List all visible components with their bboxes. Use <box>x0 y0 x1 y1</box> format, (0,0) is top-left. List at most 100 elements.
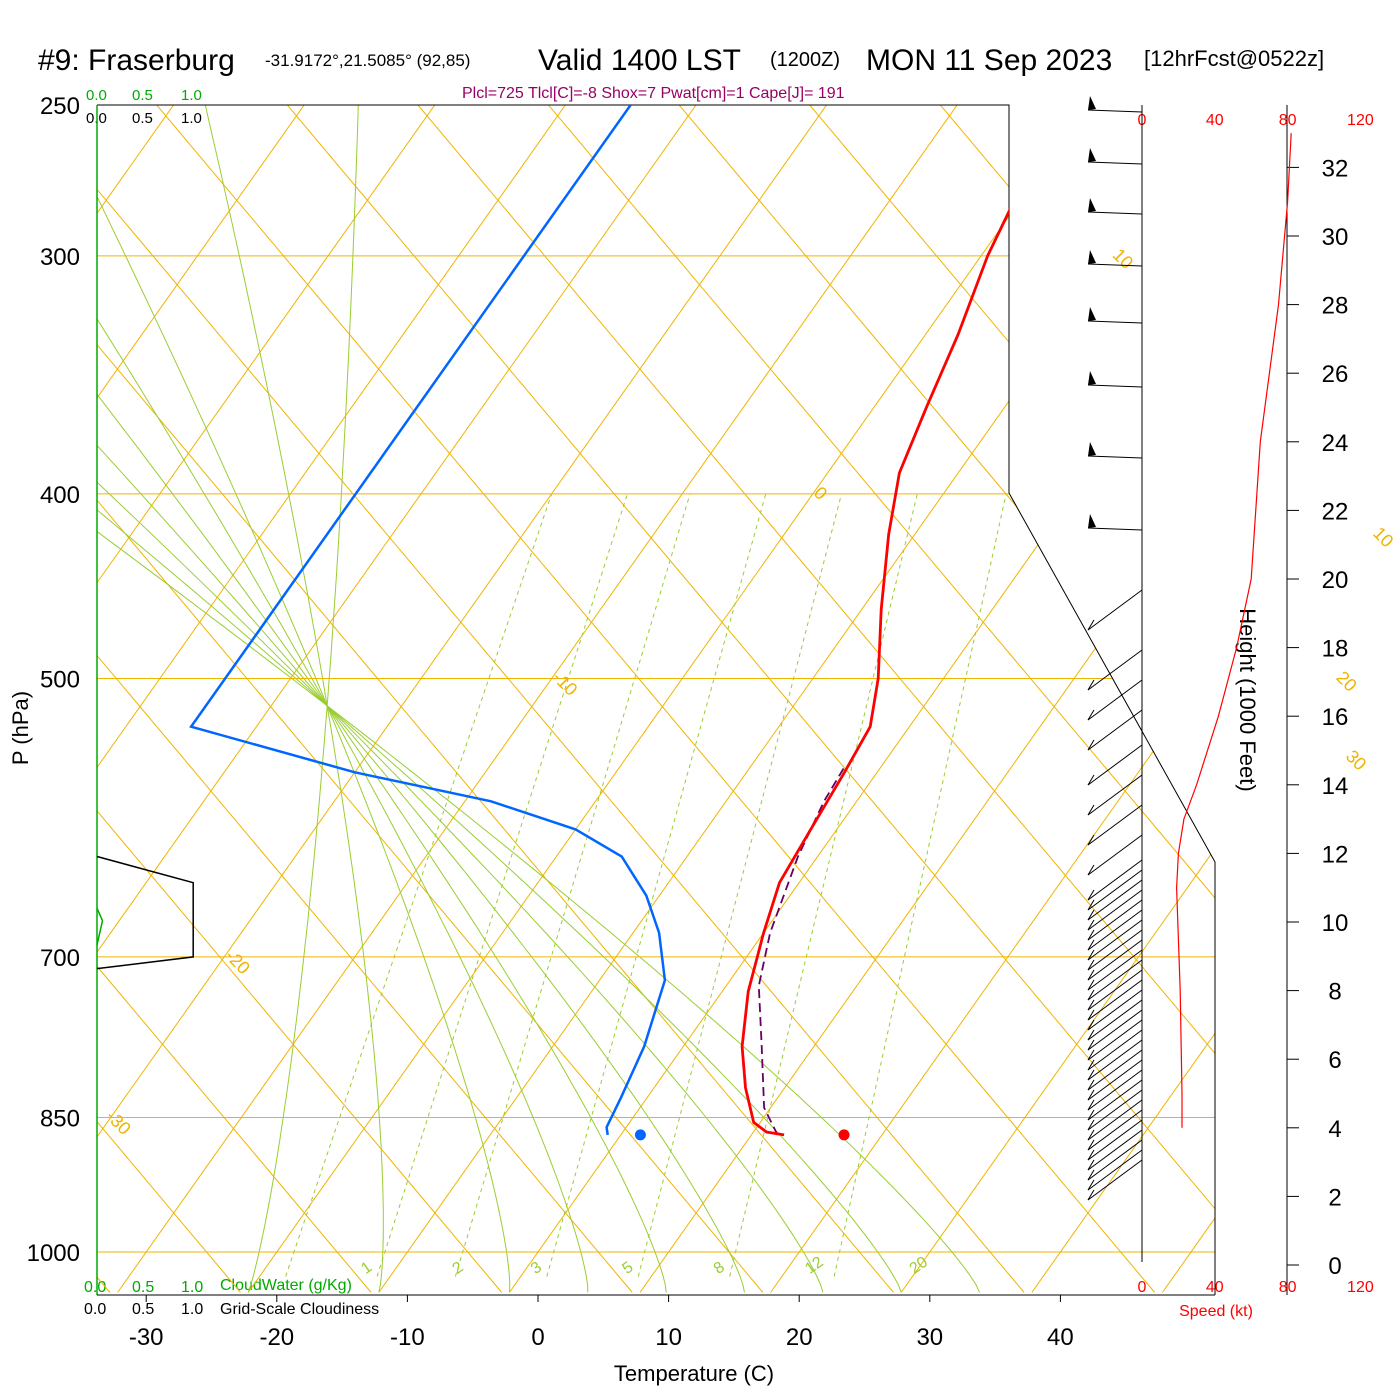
wind-barb <box>1087 320 1143 324</box>
height-tick-label: 26 <box>1322 361 1349 388</box>
surface-dewpoint-marker <box>634 1129 646 1141</box>
cloudiness-profile <box>96 855 194 970</box>
height-tick-label: 22 <box>1322 498 1349 525</box>
cw-bottom-0: 0.0 <box>84 1279 106 1296</box>
moist-adiabat-line <box>97 105 824 1293</box>
isotherm-line <box>247 105 1113 1293</box>
wind-barb <box>1087 1129 1143 1171</box>
wind-barb-feather <box>1087 774 1095 786</box>
wind-barb-flag <box>1088 198 1096 212</box>
station-title: #9: Fraserburg <box>38 44 235 77</box>
isotherm-line <box>1162 105 1215 1293</box>
wind-barb <box>1087 1079 1143 1121</box>
wind-barb <box>1087 834 1143 876</box>
wind-barb-feather <box>1087 1129 1095 1141</box>
wind-barb <box>1087 211 1143 215</box>
speed-tick-label-top: 40 <box>1206 112 1224 129</box>
wind-barb <box>1087 959 1143 1001</box>
speed-tick-label-top: 80 <box>1279 112 1297 129</box>
wind-barb-feather <box>1087 1059 1095 1071</box>
wind-barb-flag <box>1088 371 1096 385</box>
wind-barb <box>1087 979 1143 1021</box>
wind-barb <box>1087 989 1143 1031</box>
wind-barb <box>1087 919 1143 961</box>
moist-adiabat-line <box>97 105 745 1293</box>
cloudiness-label: Grid-Scale Cloudiness <box>220 1301 379 1318</box>
wind-barb-flag <box>1088 96 1096 110</box>
moist-adiabat-line <box>97 105 589 1293</box>
cl-bottom-2: 1.0 <box>181 1301 203 1318</box>
pressure-tick-label: 1000 <box>27 1240 80 1267</box>
wind-barb-feather <box>1087 1149 1095 1161</box>
wind-barb-feather <box>1087 979 1095 991</box>
wind-barb-feather <box>1087 1139 1095 1151</box>
height-tick-label: 6 <box>1328 1047 1341 1074</box>
wind-barb-flag <box>1088 148 1096 162</box>
wind-barb-feather <box>1087 1009 1095 1021</box>
wind-barb <box>1087 161 1143 165</box>
temp-tick-label: 40 <box>1047 1324 1074 1351</box>
wind-barb-feather <box>1087 1029 1095 1041</box>
wind-barb-feather <box>1087 1089 1095 1101</box>
mixing-ratio-line <box>376 493 628 1277</box>
wind-barb-feather <box>1087 929 1095 941</box>
mixing-ratio-line <box>637 493 843 1277</box>
wind-barb-feather <box>1087 969 1095 981</box>
adiabat-line <box>97 105 764 1293</box>
pressure-tick-label: 850 <box>40 1106 80 1133</box>
height-tick-label: 16 <box>1322 704 1349 731</box>
wind-barb <box>1087 1029 1143 1071</box>
wind-barb <box>1087 999 1143 1041</box>
height-tick-label: 32 <box>1322 155 1349 182</box>
height-tick-label: 2 <box>1328 1184 1341 1211</box>
cl-bottom-1: 0.5 <box>132 1301 154 1318</box>
isotherm-line <box>97 105 329 1293</box>
isotherm-line <box>639 105 1215 1293</box>
moist-adiabat-line <box>97 105 981 1293</box>
pressure-tick-label: 300 <box>40 244 80 271</box>
wind-barb <box>1087 774 1143 816</box>
cw-bottom-1: 0.5 <box>132 1279 154 1296</box>
isotherm-line <box>509 105 1215 1293</box>
height-tick-label: 30 <box>1322 224 1349 251</box>
wind-barb <box>1087 1049 1143 1091</box>
adiabat-line <box>258 105 1215 1293</box>
isotherm-line <box>97 105 460 1293</box>
wind-barb <box>1087 1159 1143 1201</box>
mixing-ratio-line <box>546 493 767 1277</box>
wind-barb <box>1087 455 1143 459</box>
height-tick-label: 4 <box>1328 1116 1341 1143</box>
isotherm-label: 10 <box>1109 245 1137 273</box>
mixing-ratio-label: 1 <box>358 1259 375 1278</box>
y-axis-title: P (hPa) <box>8 691 33 765</box>
cl-top-1: 0.5 <box>132 110 153 127</box>
wind-barb-feather <box>1087 1019 1095 1031</box>
wind-barb-flag <box>1088 514 1096 528</box>
pressure-tick-label: 400 <box>40 482 80 509</box>
mixing-ratio-label: 2 <box>450 1259 467 1278</box>
adiabat-line <box>519 105 1215 1293</box>
temp-tick-label: 20 <box>786 1324 813 1351</box>
wind-barb-feather <box>1087 679 1095 691</box>
height-tick-label: 10 <box>1322 910 1349 937</box>
wind-barb <box>1087 649 1143 691</box>
moist-adiabat-line <box>97 105 902 1293</box>
wind-barb <box>1087 939 1143 981</box>
isotherm-label: -10 <box>549 667 582 700</box>
height-tick-label: 12 <box>1322 841 1349 868</box>
wind-barb <box>1087 1069 1143 1111</box>
isotherm-label: 30 <box>1342 746 1370 774</box>
temp-tick-label: -20 <box>259 1324 294 1351</box>
mixing-ratio-label: 5 <box>619 1259 636 1278</box>
cloudwater-profile <box>96 907 104 946</box>
cw-bottom-2: 1.0 <box>181 1279 203 1296</box>
wind-barb-feather <box>1087 919 1095 931</box>
wind-barb-feather <box>1087 709 1095 721</box>
isotherm-line <box>97 105 851 1293</box>
wind-barb-feather <box>1087 899 1095 911</box>
wind-barb-feather <box>1087 1049 1095 1061</box>
wind-panel <box>1087 96 1292 1262</box>
wind-barb <box>1087 879 1143 921</box>
wind-barb-feather <box>1087 999 1095 1011</box>
isotherm-line <box>117 105 982 1293</box>
